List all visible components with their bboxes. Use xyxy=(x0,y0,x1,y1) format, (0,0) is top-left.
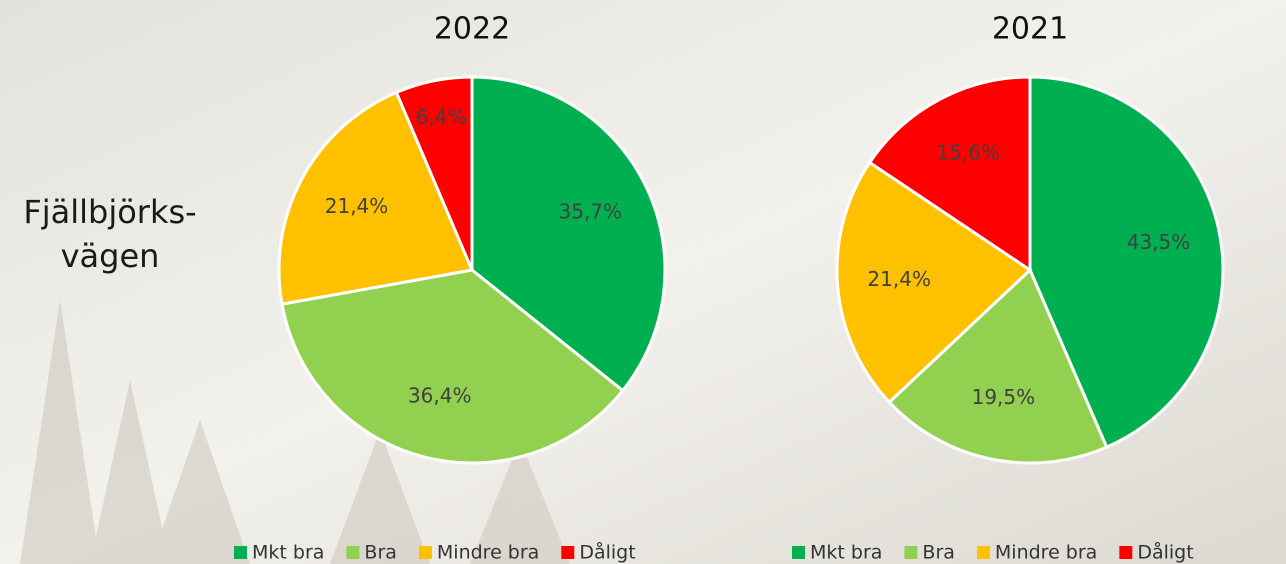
legend-label: Mkt bra xyxy=(252,542,324,564)
legend-swatch xyxy=(977,546,990,559)
legend-label: Dåligt xyxy=(579,541,635,564)
legend-swatch xyxy=(792,546,805,559)
data-label: 15,6% xyxy=(936,141,1000,165)
legend-label: Mkt bra xyxy=(810,542,882,564)
legend-label: Bra xyxy=(364,542,397,564)
data-label: 21,4% xyxy=(325,194,389,218)
legend-label: Bra xyxy=(922,542,955,564)
legend-label: Mindre bra xyxy=(995,542,1097,564)
legend-label: Dåligt xyxy=(1137,541,1193,564)
data-label: 35,7% xyxy=(559,200,623,224)
slide: Fjällbjörks- vägen 2022 35,7% 36,4% 21,4% 6,… xyxy=(0,0,1286,564)
data-label: 19,5% xyxy=(972,385,1036,409)
data-label: 21,4% xyxy=(867,267,931,291)
legend-label: Mindre bra xyxy=(437,542,539,564)
legend-swatch xyxy=(904,546,917,559)
side-label: vägen xyxy=(61,237,160,275)
side-label: Fjällbjörks- xyxy=(23,193,196,231)
legend-swatch xyxy=(1119,546,1132,559)
chart-title: 2022 xyxy=(434,12,510,47)
legend-swatch xyxy=(234,546,247,559)
legend-swatch xyxy=(419,546,432,559)
data-label: 36,4% xyxy=(408,384,472,408)
legend-swatch xyxy=(561,546,574,559)
legend-swatch xyxy=(346,546,359,559)
data-label: 43,5% xyxy=(1127,230,1191,254)
data-label: 6,4% xyxy=(416,105,467,129)
chart-title: 2021 xyxy=(992,12,1068,47)
